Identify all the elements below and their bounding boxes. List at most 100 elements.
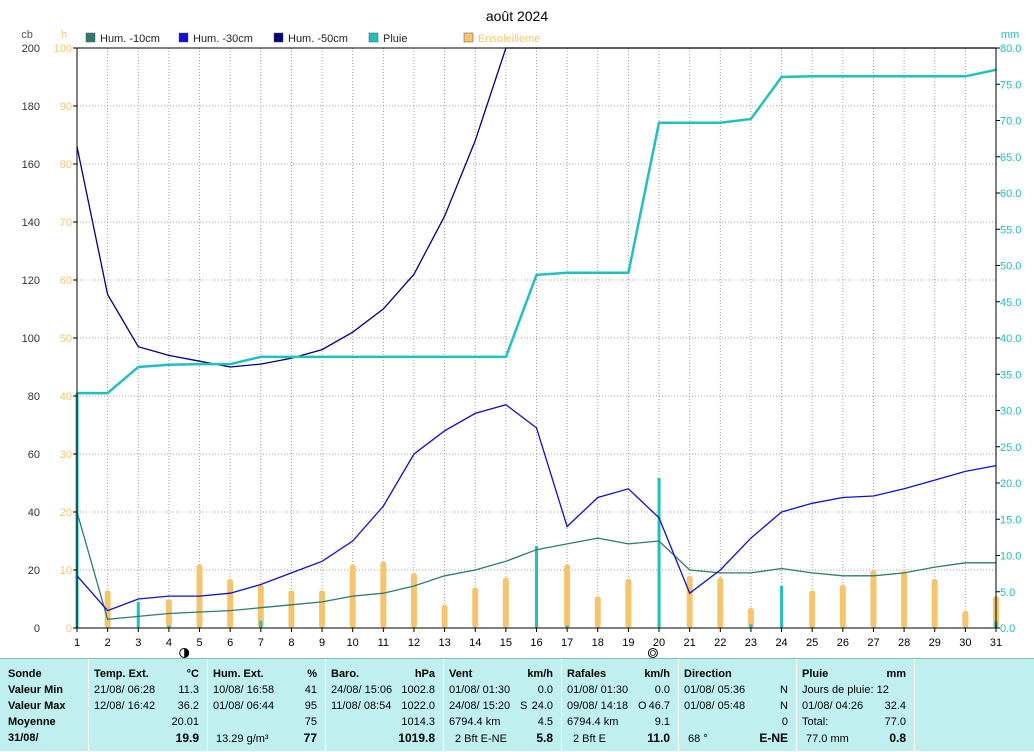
- y-tick-label-cb: 180: [22, 101, 40, 113]
- daily-rain-bar: [535, 546, 538, 628]
- line-hum-10cm: [76, 511, 996, 620]
- bars-layer: [75, 393, 999, 628]
- y-tick-label-cb: 40: [28, 507, 40, 519]
- daily-rain-bar: [780, 585, 784, 628]
- x-tick-label: 9: [319, 637, 325, 649]
- sunshine-bar: [288, 590, 295, 628]
- x-tick-label: 18: [592, 637, 604, 649]
- moon-outline: [647, 648, 658, 658]
- rain-days: Jours de pluie: 12: [802, 684, 889, 696]
- gust-title: Rafales: [567, 668, 607, 680]
- x-tick-label: 10: [347, 637, 359, 649]
- y-tick-label-h: 80: [60, 159, 72, 171]
- row-label-last: 31/08/: [8, 732, 39, 744]
- y-tick-label-mm: 45.0: [1000, 297, 1021, 309]
- y-tick-label-h: 70: [60, 217, 72, 229]
- moon-shadow: [184, 648, 189, 658]
- grid: [76, 47, 997, 629]
- rain-total: 77.0: [884, 716, 906, 728]
- hum-max-time: 01/08/ 06:44: [213, 700, 275, 712]
- daily-rain-bar: [657, 477, 661, 628]
- legend-label: Hum. -50cm: [288, 33, 348, 45]
- y-tick-label-cb: 200: [22, 43, 40, 55]
- y-tick-label-h: 50: [60, 333, 72, 345]
- chart-area: août 2024 cb h mm Hum. -10cm Hum. -30cm Hu…: [21, 8, 1021, 658]
- gust-last: 11.0: [647, 731, 670, 745]
- y-tick-label-cb: 80: [28, 391, 40, 403]
- wind-title: Vent: [449, 668, 473, 680]
- legend-label: Ensoleilleme: [478, 33, 540, 45]
- x-tick-label: 21: [684, 637, 696, 649]
- x-tick-label: 14: [469, 637, 481, 649]
- baro-unit: hPa: [414, 668, 435, 680]
- dir-max-time: 01/08/ 05:48: [684, 700, 746, 712]
- y-tick-label-mm: 15.0: [1000, 514, 1021, 526]
- y-tick-label-mm: 55.0: [1000, 224, 1021, 236]
- x-tick-label: 31: [990, 637, 1002, 649]
- dir-max: N: [780, 700, 788, 712]
- x-tick-label: 2: [105, 637, 111, 649]
- y-tick-label-mm: 50.0: [1000, 261, 1021, 273]
- x-tick-label: 8: [288, 637, 294, 649]
- gust-min-time: 01/08/ 01:30: [567, 684, 629, 696]
- x-tick-label: 15: [500, 637, 512, 649]
- hum-title: Hum. Ext.: [213, 668, 264, 680]
- temp-avg: 20.01: [171, 716, 199, 728]
- line-hum-30cm: [76, 403, 997, 612]
- gust-avg: 9.1: [654, 716, 670, 728]
- gust-unit: km/h: [644, 668, 670, 680]
- sunshine-bar: [747, 607, 754, 628]
- legend: Hum. -10cm Hum. -30cm Hum. -50cm Pluie Ensol…: [85, 32, 540, 45]
- x-tick-label: 5: [196, 637, 202, 649]
- x-tick-label: 7: [258, 637, 264, 649]
- y-tick-label-mm: 30.0: [1000, 406, 1021, 418]
- hum-max: 95: [304, 700, 317, 712]
- rain-month: 77.0 mm: [806, 733, 849, 745]
- baro-max-time: 11/08/ 08:54: [331, 700, 392, 712]
- gust-distance: 6794.4 km: [567, 716, 619, 728]
- y-tick-label-mm: 80.0: [1000, 43, 1021, 55]
- sunshine-bar: [227, 578, 234, 628]
- y-tick-label-h: 40: [60, 391, 72, 403]
- wind-max-dir: S: [520, 700, 528, 712]
- x-tick-label: 30: [959, 637, 971, 649]
- sunshine-bar: [472, 587, 479, 628]
- wind-unit: km/h: [527, 668, 553, 680]
- x-tick-label: 11: [378, 637, 389, 649]
- daily-rain-bar: [167, 625, 171, 628]
- x-tick-label: 13: [438, 637, 450, 649]
- legend-label: Hum. -30cm: [193, 33, 253, 45]
- y-tick-label-cb: 160: [22, 159, 40, 171]
- wind-max-time: 24/08/ 15:20: [449, 700, 511, 712]
- x-tick-label: 20: [653, 637, 665, 649]
- y-tick-label-h: 30: [60, 449, 72, 461]
- right-axis-unit: mm: [1001, 29, 1019, 41]
- legend-swatch: [178, 32, 189, 43]
- temp-max: 36.2: [177, 700, 199, 712]
- sunshine-bar: [594, 596, 601, 628]
- y-tick-label-cb: 20: [28, 565, 40, 577]
- legend-label: Hum. -10cm: [100, 33, 160, 45]
- legend-swatch: [273, 32, 284, 43]
- moon-face: [650, 650, 656, 656]
- temp-title: Temp. Ext.: [94, 668, 149, 680]
- x-tick-label: 6: [227, 637, 233, 649]
- sunshine-bar: [441, 604, 448, 628]
- legend-label: Pluie: [383, 33, 407, 45]
- dir-title: Direction: [684, 668, 732, 680]
- legend-swatch: [368, 32, 379, 43]
- y-tick-label-mm: 10.0: [1000, 551, 1021, 563]
- y-tick-label-cb: 140: [22, 217, 40, 229]
- wind-avg: 4.5: [537, 716, 553, 728]
- new-moon-icon: [179, 648, 190, 658]
- x-tick-label: 29: [929, 637, 941, 649]
- hum-min: 41: [304, 684, 317, 696]
- y-tick-label-mm: 65.0: [1000, 152, 1021, 164]
- y-tick-label-h: 0: [66, 623, 72, 635]
- x-tick-label: 16: [530, 637, 542, 649]
- x-tick-label: 19: [622, 637, 634, 649]
- row-label-avg: Moyenne: [8, 716, 56, 728]
- y-tick-label-cb: 60: [28, 449, 40, 461]
- rain-unit: mm: [886, 668, 906, 680]
- rain-max: 32.4: [884, 700, 906, 712]
